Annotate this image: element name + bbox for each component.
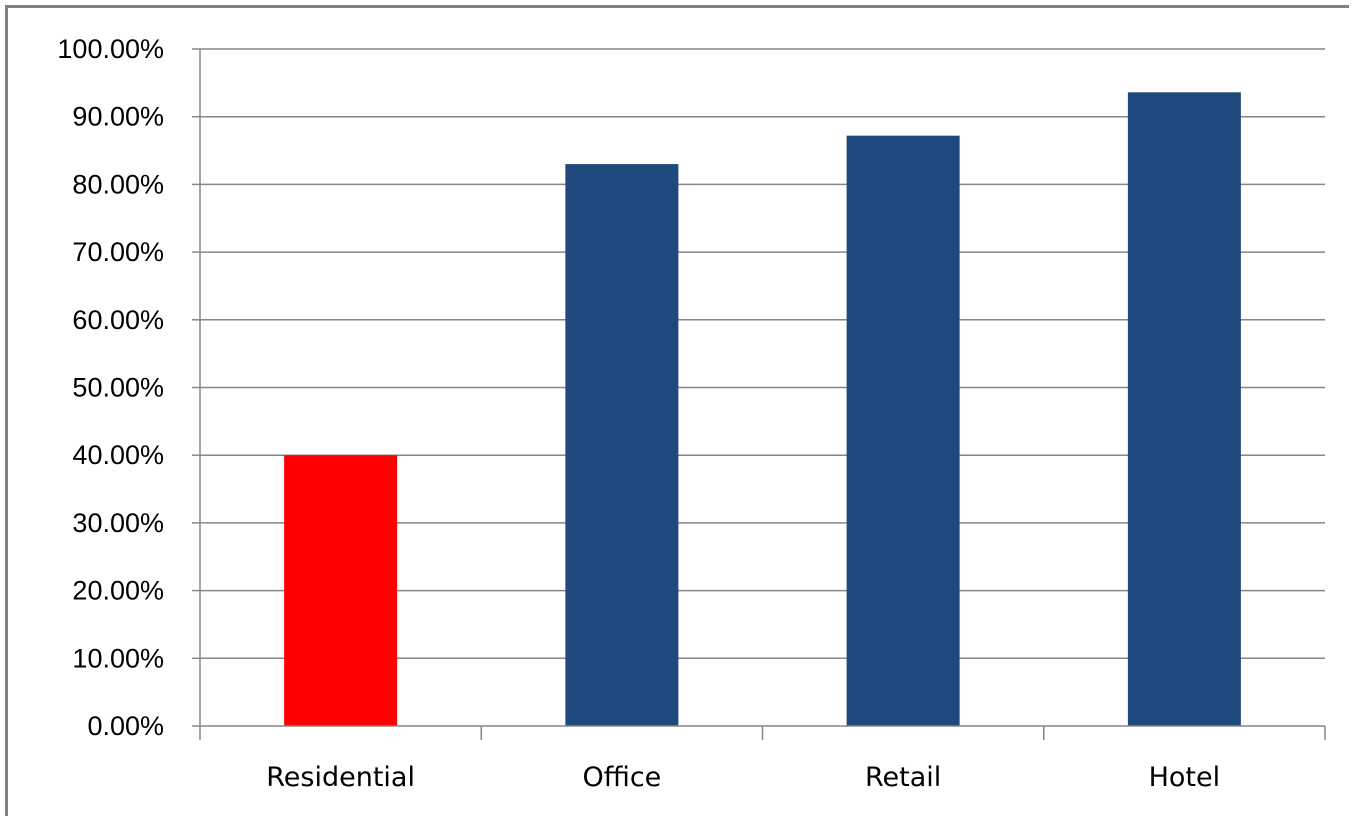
bar-hotel [1127,92,1241,726]
bar-office [565,164,679,727]
x-axis-category-labels: Residential Office Retail Hotel [266,762,1220,793]
axes [192,48,1326,740]
x-category-label: Retail [865,762,941,793]
y-axis-tick-labels: 0.00% 10.00% 20.00% 30.00% 40.00% 50.00% 60.00… [57,34,164,741]
y-tick-label: 90.00% [72,102,164,132]
bar-retail [846,135,960,726]
y-tick-label: 40.00% [72,440,164,470]
bar-residential [284,455,398,726]
y-tick-label: 10.00% [72,643,164,673]
y-tick-label: 50.00% [72,373,164,403]
x-category-label: Residential [266,762,415,793]
y-tick-label: 100.00% [57,34,164,64]
y-tick-label: 30.00% [72,508,164,538]
x-category-label: Office [582,762,661,793]
y-tick-label: 20.00% [72,576,164,606]
y-tick-label: 80.00% [72,169,164,199]
y-tick-label: 60.00% [72,305,164,335]
y-tick-label: 0.00% [87,711,164,741]
y-tick-label: 70.00% [72,237,164,267]
x-category-label: Hotel [1149,762,1221,793]
bars [284,92,1241,727]
